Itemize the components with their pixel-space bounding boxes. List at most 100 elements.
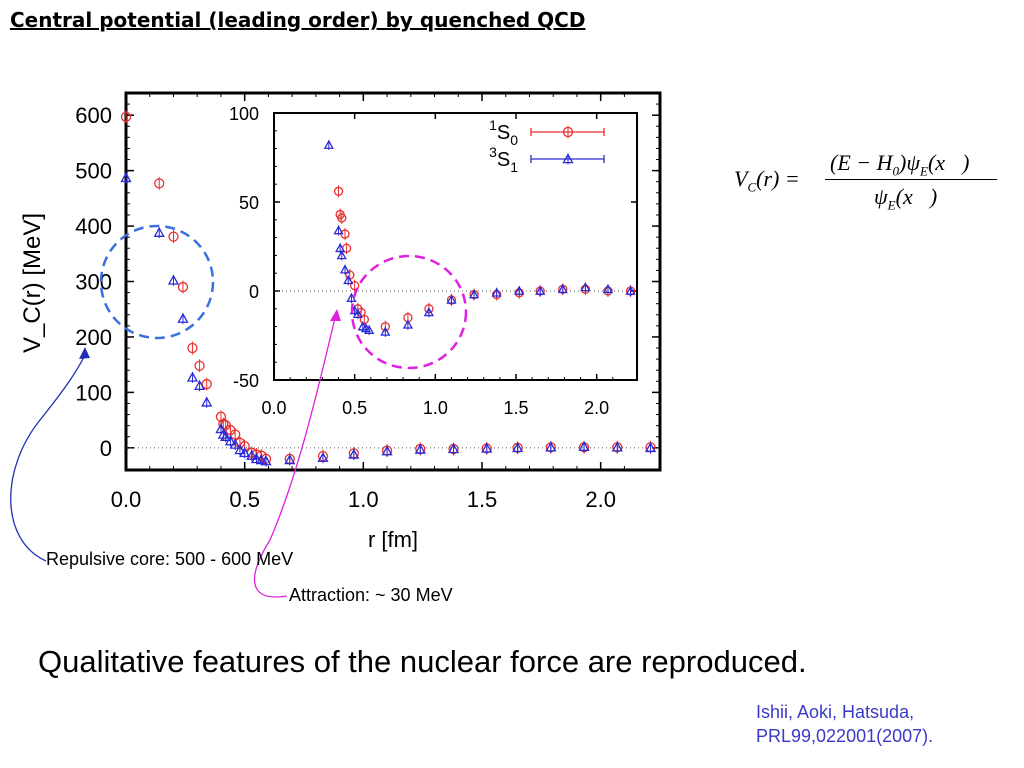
repulsive-core-arrow: [10, 354, 86, 562]
data-point-3s1: [602, 283, 614, 294]
data-point-3s1: [447, 443, 460, 454]
data-point-3s1: [625, 285, 636, 295]
y-axis-label: V_C(r) [MeV]: [19, 213, 46, 353]
legend-subscript: 1: [510, 159, 518, 175]
data-point-3s1: [250, 453, 263, 464]
data-point-3s1: [562, 153, 574, 164]
data-point-1s0: [187, 342, 198, 354]
x-tick-label: 1.0: [348, 487, 379, 512]
legend-letter: S: [497, 149, 510, 171]
y-tick-label: 0: [100, 436, 112, 461]
legend-letter: S: [497, 122, 510, 144]
y-tick-label: 300: [75, 270, 112, 295]
data-point-3s1: [333, 225, 344, 235]
data-point-3s1: [339, 264, 351, 274]
data-point-3s1: [153, 226, 165, 237]
formula-lhs: VC(r) =: [734, 166, 800, 195]
data-point-3s1: [229, 438, 241, 449]
citation-authors: Ishii, Aoki, Hatsuda,: [756, 702, 915, 722]
data-point-3s1: [364, 324, 375, 335]
data-point-3s1: [491, 287, 502, 297]
data-point-3s1: [557, 283, 568, 294]
citation: Ishii, Aoki, Hatsuda, PRL99,022001(2007)…: [756, 700, 933, 748]
data-point-3s1: [177, 312, 189, 323]
data-point-3s1: [468, 289, 480, 299]
data-point-1s0: [215, 411, 227, 422]
data-point-3s1: [317, 451, 329, 463]
data-point-1s0: [337, 213, 347, 223]
data-point-1s0: [177, 281, 189, 293]
data-point-3s1: [167, 274, 180, 285]
legend-superscript: 3: [489, 144, 497, 160]
citation-reference: PRL99,022001(2007).: [756, 726, 934, 746]
data-point-3s1: [215, 423, 227, 434]
data-point-3s1: [193, 379, 206, 390]
data-point-3s1: [535, 285, 546, 295]
y-tick-label: 600: [75, 103, 112, 128]
formula-denominator: ψE(x⃗): [874, 184, 938, 213]
data-point-3s1: [381, 445, 393, 456]
data-point-3s1: [414, 443, 426, 454]
data-point-3s1: [239, 446, 251, 458]
data-point-3s1: [284, 454, 296, 465]
conclusion-text: Qualitative features of the nuclear forc…: [38, 644, 807, 679]
data-point-3s1: [511, 441, 524, 453]
fraction-bar: [825, 179, 997, 180]
inset-y-tick-label: 0: [249, 282, 259, 302]
inset-plot-frame: [273, 112, 638, 381]
inset-y-tick-label: -50: [233, 371, 259, 391]
data-point-3s1: [335, 242, 346, 253]
data-point-3s1: [224, 435, 237, 446]
data-point-3s1: [402, 319, 414, 329]
data-point-1s0: [562, 126, 574, 138]
data-point-3s1: [348, 448, 360, 459]
x-tick-label: 2.0: [585, 487, 616, 512]
data-point-3s1: [578, 440, 590, 451]
data-point-1s0: [201, 378, 212, 390]
attraction-circle: [350, 254, 468, 370]
data-point-1s0: [350, 281, 360, 291]
data-point-3s1: [514, 285, 525, 295]
data-point-3s1: [220, 430, 232, 441]
y-tick-label: 100: [75, 380, 112, 405]
repulsive-core-circle: [99, 224, 215, 340]
data-point-1s0: [333, 186, 344, 196]
data-point-3s1: [611, 441, 623, 452]
data-point-1s0: [154, 178, 165, 189]
x-tick-label: 0.5: [229, 487, 260, 512]
data-point-3s1: [446, 294, 457, 304]
data-point-1s0: [120, 111, 132, 122]
x-tick-label: 0.0: [111, 487, 142, 512]
data-point-3s1: [343, 274, 354, 285]
data-point-3s1: [481, 442, 493, 453]
data-point-3s1: [234, 444, 246, 455]
inset-y-tick-label: 100: [229, 104, 259, 124]
data-point-3s1: [323, 139, 334, 149]
inset-x-tick-label: 0.0: [261, 398, 286, 418]
y-tick-label: 500: [75, 159, 112, 184]
data-point-1s0: [168, 231, 179, 242]
x-tick-label: 1.5: [467, 487, 498, 512]
inset-x-tick-label: 1.5: [503, 398, 528, 418]
data-point-3s1: [580, 282, 591, 292]
data-point-3s1: [120, 171, 132, 183]
data-point-3s1: [336, 250, 347, 260]
legend-subscript: 0: [510, 132, 518, 148]
annotation-overlay: [10, 224, 468, 598]
x-axis-label: r [fm]: [368, 527, 418, 552]
attraction-label: Attraction: ~ 30 MeV: [289, 585, 453, 605]
data-point-3s1: [644, 441, 657, 453]
legend-superscript: 1: [489, 117, 497, 133]
data-point-3s1: [260, 455, 272, 466]
data-point-3s1: [186, 371, 199, 382]
data-point-3s1: [201, 396, 213, 407]
formula-numerator: (E − H0)ψE(x⃗): [830, 150, 970, 179]
inset-x-tick-label: 0.5: [342, 398, 367, 418]
data-point-1s0: [359, 314, 369, 325]
inset-x-tick-label: 1.0: [423, 398, 448, 418]
legend-label-1s0: 1S0: [489, 117, 518, 148]
attraction-arrow: [254, 317, 336, 598]
